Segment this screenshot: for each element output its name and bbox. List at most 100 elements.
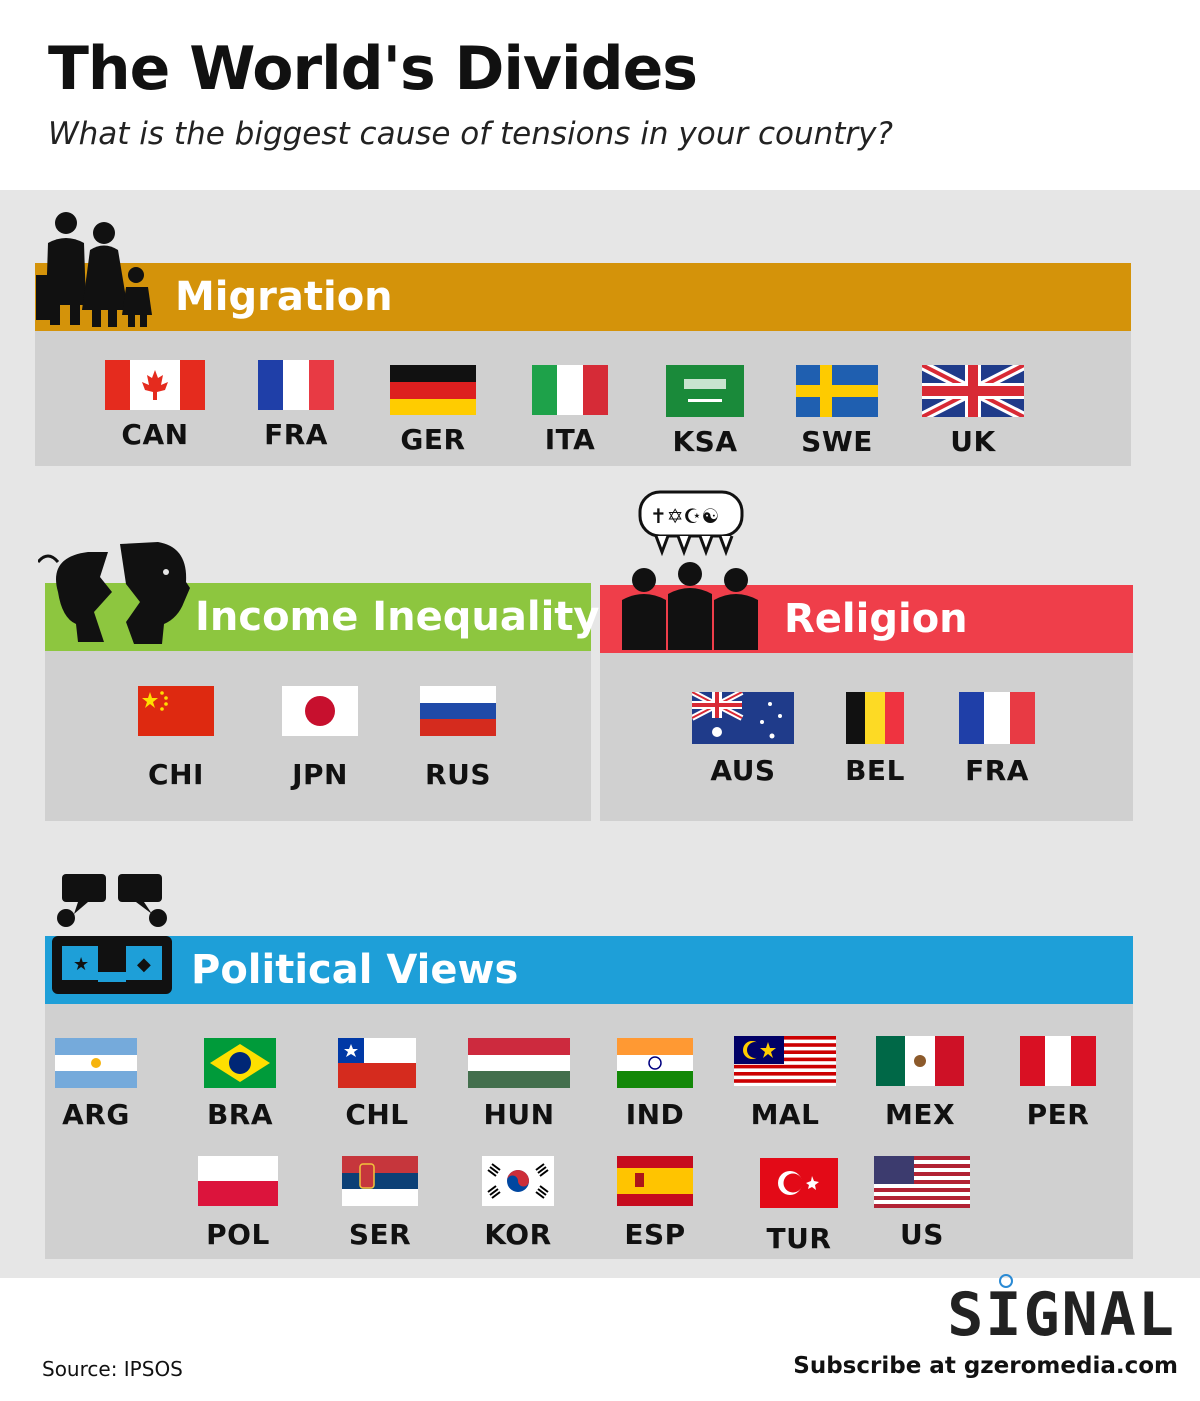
flag-cell-ser: SER (340, 1156, 420, 1251)
malaysia-flag-icon (734, 1036, 836, 1086)
flag-cell-mex: MEX (874, 1036, 966, 1131)
flag-cell-ind: IND (615, 1038, 695, 1131)
flag-cell-rus: RUS (418, 686, 498, 791)
page-title: The World's Divides (48, 34, 698, 104)
income-box (45, 651, 591, 821)
flag-cell-arg: ARG (53, 1038, 139, 1131)
flag-cell-tur: TUR (758, 1158, 840, 1255)
country-code: KSA (672, 425, 738, 458)
japan-flag-icon (282, 686, 358, 736)
country-code: MAL (750, 1098, 820, 1131)
flag-cell-ksa: KSA (664, 365, 746, 458)
country-code: CAN (121, 418, 189, 451)
country-code: ARG (62, 1098, 130, 1131)
italy-flag-icon (532, 365, 608, 415)
source-note: Source: IPSOS (42, 1357, 183, 1381)
country-code: CHI (148, 758, 204, 791)
flag-cell-pol: POL (196, 1156, 280, 1251)
logo-text: SIGNAL (947, 1280, 1176, 1350)
country-code: SWE (801, 425, 873, 458)
migration-header: Migration (35, 263, 1131, 331)
russia-flag-icon (420, 686, 496, 736)
migration-label: Migration (175, 274, 393, 320)
belgium-flag-icon (846, 692, 904, 744)
peru-flag-icon (1020, 1036, 1096, 1086)
france-flag-icon (258, 360, 334, 410)
flag-cell-ger: GER (388, 365, 478, 456)
country-code: JPN (292, 758, 348, 791)
country-code: BEL (845, 754, 905, 787)
people-religion-icon: ✝✡☪☯ (622, 490, 758, 650)
country-code: UK (950, 425, 996, 458)
flag-cell-can: CAN (104, 360, 206, 451)
poland-flag-icon (198, 1156, 278, 1206)
flag-cell-jpn: JPN (280, 686, 360, 791)
united-kingdom-flag-icon (922, 365, 1024, 417)
sweden-flag-icon (796, 365, 878, 417)
country-code: GER (400, 423, 466, 456)
flag-cell-swe: SWE (794, 365, 880, 458)
flag-cell-us: US (872, 1156, 972, 1251)
logo-dot-icon (999, 1274, 1014, 1288)
argentina-flag-icon (55, 1038, 137, 1088)
country-code: FRA (264, 418, 328, 451)
page-subtitle: What is the biggest cause of tensions in… (48, 116, 893, 152)
flag-cell-bel: BEL (844, 692, 906, 787)
flag-cell-uk: UK (920, 365, 1026, 458)
country-code: KOR (484, 1218, 552, 1251)
flag-cell-mal: MAL (732, 1036, 838, 1131)
country-code: FRA (965, 754, 1029, 787)
serbia-flag-icon (342, 1156, 418, 1206)
country-code: SER (348, 1218, 412, 1251)
france-flag-icon (959, 692, 1035, 744)
religion-label: Religion (784, 596, 968, 642)
country-code: POL (206, 1218, 270, 1251)
political-label: Political Views (191, 947, 519, 993)
country-code: PER (1026, 1098, 1090, 1131)
country-code: CHL (345, 1098, 409, 1131)
country-code: ITA (544, 423, 596, 456)
flag-cell-bra: BRA (202, 1038, 278, 1131)
flag-cell-ita: ITA (530, 365, 610, 456)
country-code: MEX (884, 1098, 956, 1131)
flag-cell-fra2: FRA (957, 692, 1037, 787)
country-code: ESP (624, 1218, 686, 1251)
saudi-arabia-flag-icon (666, 365, 744, 417)
flag-cell-chl: CHL (336, 1038, 418, 1131)
flag-cell-chi: CHI (136, 686, 216, 791)
family-icon (36, 212, 152, 327)
country-code: IND (625, 1098, 685, 1131)
turkey-flag-icon (760, 1158, 838, 1208)
flag-cell-aus: AUS (690, 692, 796, 787)
flag-cell-kor: KOR (480, 1156, 556, 1251)
flag-cell-per: PER (1018, 1036, 1098, 1131)
flag-cell-fra: FRA (256, 360, 336, 451)
svg-text:✝✡☪☯: ✝✡☪☯ (650, 504, 719, 528)
china-flag-icon (138, 686, 214, 736)
country-code: RUS (425, 758, 491, 791)
canada-flag-icon (105, 360, 205, 410)
india-flag-icon (617, 1038, 693, 1088)
chile-flag-icon (338, 1038, 416, 1088)
brazil-flag-icon (204, 1038, 276, 1088)
australia-flag-icon (692, 692, 794, 744)
income-label: Income Inequality (195, 594, 600, 640)
debate-icon: ★ ◆ (52, 874, 172, 994)
signal-logo: SIGNAL (947, 1274, 1176, 1350)
broken-piggy-bank-icon (38, 542, 190, 644)
svg-text:★: ★ (73, 954, 89, 975)
country-code: HUN (483, 1098, 555, 1131)
country-code: BRA (206, 1098, 274, 1131)
political-header: Political Views (45, 936, 1133, 1004)
germany-flag-icon (390, 365, 476, 415)
south-korea-flag-icon (482, 1156, 554, 1206)
mexico-flag-icon (876, 1036, 964, 1086)
united-states-flag-icon (874, 1156, 970, 1208)
country-code: AUS (710, 754, 776, 787)
country-code: US (900, 1218, 944, 1251)
subscribe-link[interactable]: Subscribe at gzeromedia.com (793, 1353, 1178, 1379)
country-code: TUR (766, 1222, 832, 1255)
spain-flag-icon (617, 1156, 693, 1206)
svg-text:◆: ◆ (137, 954, 151, 975)
hungary-flag-icon (468, 1038, 570, 1088)
